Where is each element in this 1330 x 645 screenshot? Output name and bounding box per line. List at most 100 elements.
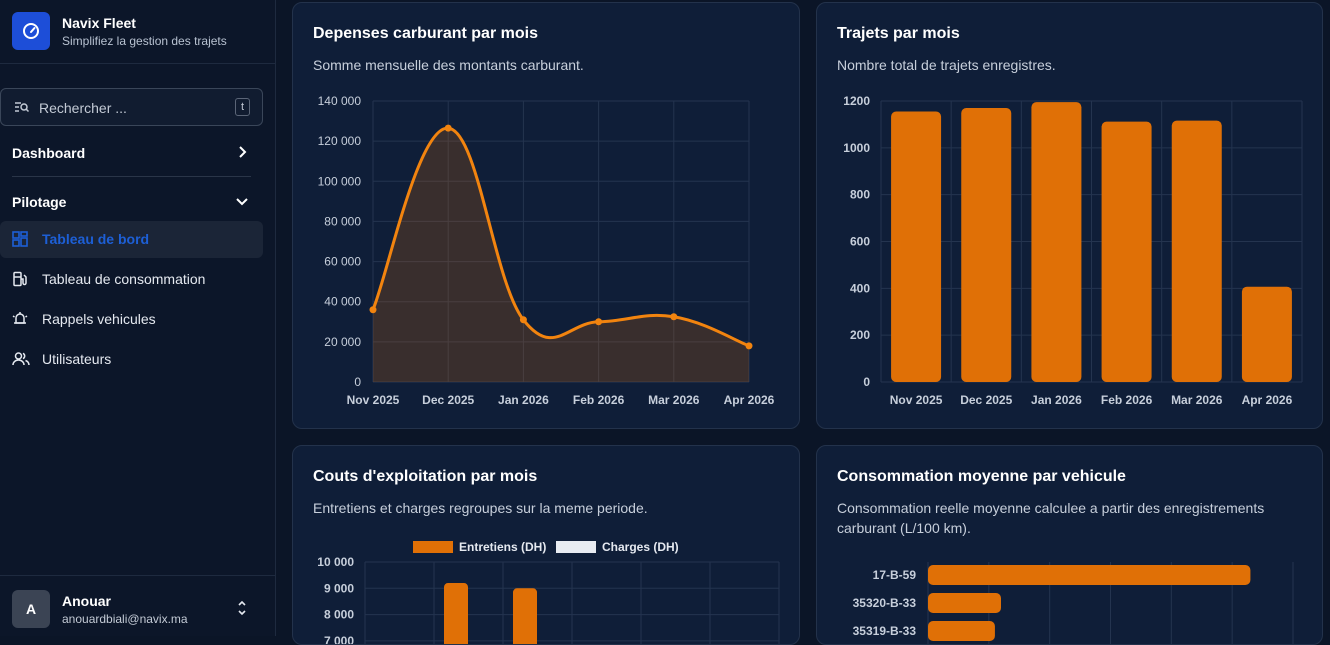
- dashboard-grid-icon: [12, 231, 28, 247]
- x-tick-label: Mar 2026: [1171, 393, 1223, 407]
- y-tick-label: 120 000: [318, 134, 362, 148]
- data-point: [595, 318, 603, 326]
- sidebar-item-tableau-de-consommation[interactable]: Tableau de consommation: [0, 261, 263, 298]
- consumption-chart[interactable]: 17-B-59 35320-B-33 35319-B-33: [817, 446, 1323, 645]
- sidebar-item-label: Rappels vehicules: [42, 311, 156, 327]
- sidebar-item-rappels-vehicules[interactable]: Rappels vehicules: [0, 301, 263, 338]
- y-tick-label: 35320-B-33: [853, 596, 917, 610]
- x-tick-label: Feb 2026: [1101, 393, 1153, 407]
- legend-label-entretiens: Entretiens (DH): [459, 540, 546, 554]
- y-tick-label: 600: [850, 235, 870, 249]
- bar-entretiens: [513, 588, 537, 644]
- x-tick-label: Dec 2025: [960, 393, 1012, 407]
- bar: [891, 111, 942, 382]
- sidebar-item-tableau-de-bord[interactable]: Tableau de bord: [0, 221, 263, 258]
- data-point: [369, 306, 377, 314]
- search-shortcut: t: [235, 98, 250, 116]
- area-fill: [373, 128, 749, 382]
- bar: [928, 593, 1001, 613]
- chevrons-up-down-icon[interactable]: [237, 600, 247, 616]
- x-tick-label: Feb 2026: [573, 393, 625, 407]
- y-tick-label: 400: [850, 281, 870, 295]
- user-menu[interactable]: A Anouar anouardbiali@navix.ma: [0, 575, 275, 636]
- bar: [1101, 121, 1152, 383]
- y-tick-label: 0: [354, 375, 361, 389]
- users-icon: [12, 352, 30, 366]
- brand-header[interactable]: Navix Fleet Simplifiez la gestion des tr…: [0, 0, 275, 64]
- legend-label-charges: Charges (DH): [602, 540, 679, 554]
- nav-dashboard[interactable]: Dashboard: [12, 145, 86, 161]
- card-subtitle: Nombre total de trajets enregistres.: [837, 57, 1056, 73]
- bar: [928, 621, 995, 641]
- x-tick-label: Dec 2025: [422, 393, 474, 407]
- fuel-expenses-card: Depenses carburant par mois Somme mensue…: [292, 2, 800, 429]
- gauge-icon: [12, 12, 50, 50]
- y-tick-label: 60 000: [324, 255, 361, 269]
- x-tick-label: Jan 2026: [1031, 393, 1082, 407]
- card-title: Couts d'exploitation par mois: [313, 468, 538, 485]
- data-point: [519, 316, 527, 324]
- bar: [928, 565, 1251, 585]
- y-tick-label: 140 000: [318, 94, 362, 108]
- nav-divider: [12, 176, 251, 177]
- card-title: Consommation moyenne par vehicule: [837, 468, 1126, 485]
- brand-subtitle: Simplifiez la gestion des trajets: [62, 34, 227, 48]
- y-tick-label: 35319-B-33: [853, 624, 917, 638]
- x-tick-label: Mar 2026: [648, 393, 700, 407]
- y-tick-label: 1000: [843, 141, 870, 155]
- x-tick-label: Nov 2025: [890, 393, 943, 407]
- bar: [1171, 120, 1222, 383]
- bar: [1031, 102, 1082, 382]
- trips-chart[interactable]: 0 200 400 600 800 1000 1200 Nov 2025 Dec 2025 Jan…: [817, 3, 1323, 429]
- y-tick-label: 10 000: [317, 555, 354, 569]
- chevron-right-icon[interactable]: [237, 146, 247, 158]
- card-subtitle: Entretiens et charges regroupes sur la m…: [313, 500, 648, 516]
- y-tick-label: 80 000: [324, 214, 361, 228]
- card-title: Trajets par mois: [837, 25, 960, 42]
- trips-card: Trajets par mois Nombre total de trajets…: [816, 2, 1323, 429]
- avatar: A: [12, 590, 50, 628]
- card-subtitle: Somme mensuelle des montants carburant.: [313, 57, 584, 73]
- y-tick-label: 800: [850, 188, 870, 202]
- legend-swatch-charges: [556, 541, 596, 553]
- fuel-expenses-chart[interactable]: 0 20 000 40 000 60 000 80 000 100 000 120 000 1…: [293, 3, 800, 429]
- operating-costs-card: Couts d'exploitation par mois Entretiens…: [292, 445, 800, 645]
- fuel-pump-icon: [13, 271, 27, 287]
- y-tick-label: 40 000: [324, 295, 361, 309]
- search-icon: [15, 102, 30, 113]
- y-tick-label: 200: [850, 328, 870, 342]
- y-tick-label: 0: [863, 375, 870, 389]
- y-tick-label: 9 000: [324, 581, 354, 595]
- x-tick-label: Jan 2026: [498, 393, 549, 407]
- sidebar-item-label: Tableau de bord: [42, 231, 150, 247]
- y-tick-label: 17-B-59: [873, 568, 917, 582]
- bar: [961, 108, 1012, 383]
- card-title: Depenses carburant par mois: [313, 25, 538, 42]
- y-tick-label: 100 000: [318, 174, 362, 188]
- x-tick-label: Nov 2025: [347, 393, 400, 407]
- sidebar-item-label: Tableau de consommation: [42, 271, 206, 287]
- search-input[interactable]: Rechercher ... t: [0, 88, 263, 126]
- user-name: Anouar: [62, 593, 111, 609]
- x-tick-label: Apr 2026: [1242, 393, 1293, 407]
- alarm-bell-icon: [12, 312, 28, 324]
- data-point: [745, 342, 753, 350]
- y-tick-label: 20 000: [324, 335, 361, 349]
- y-tick-label: 1200: [843, 94, 870, 108]
- bar-entretiens: [444, 583, 468, 644]
- data-point: [670, 313, 678, 321]
- x-tick-label: Apr 2026: [724, 393, 775, 407]
- nav-section-pilotage[interactable]: Pilotage: [12, 194, 67, 210]
- bar: [1241, 286, 1292, 382]
- data-point: [444, 124, 452, 132]
- consumption-card: Consommation moyenne par vehicule Consom…: [816, 445, 1323, 645]
- brand-title: Navix Fleet: [62, 15, 136, 31]
- sidebar-item-label: Utilisateurs: [42, 351, 112, 367]
- user-email: anouardbiali@navix.ma: [62, 612, 188, 626]
- card-subtitle: Consommation reelle moyenne calculee a p…: [837, 500, 1265, 536]
- chevron-down-icon[interactable]: [236, 196, 248, 206]
- legend-swatch-entretiens: [413, 541, 453, 553]
- sidebar: Navix Fleet Simplifiez la gestion des tr…: [0, 0, 276, 636]
- sidebar-item-utilisateurs[interactable]: Utilisateurs: [0, 341, 263, 378]
